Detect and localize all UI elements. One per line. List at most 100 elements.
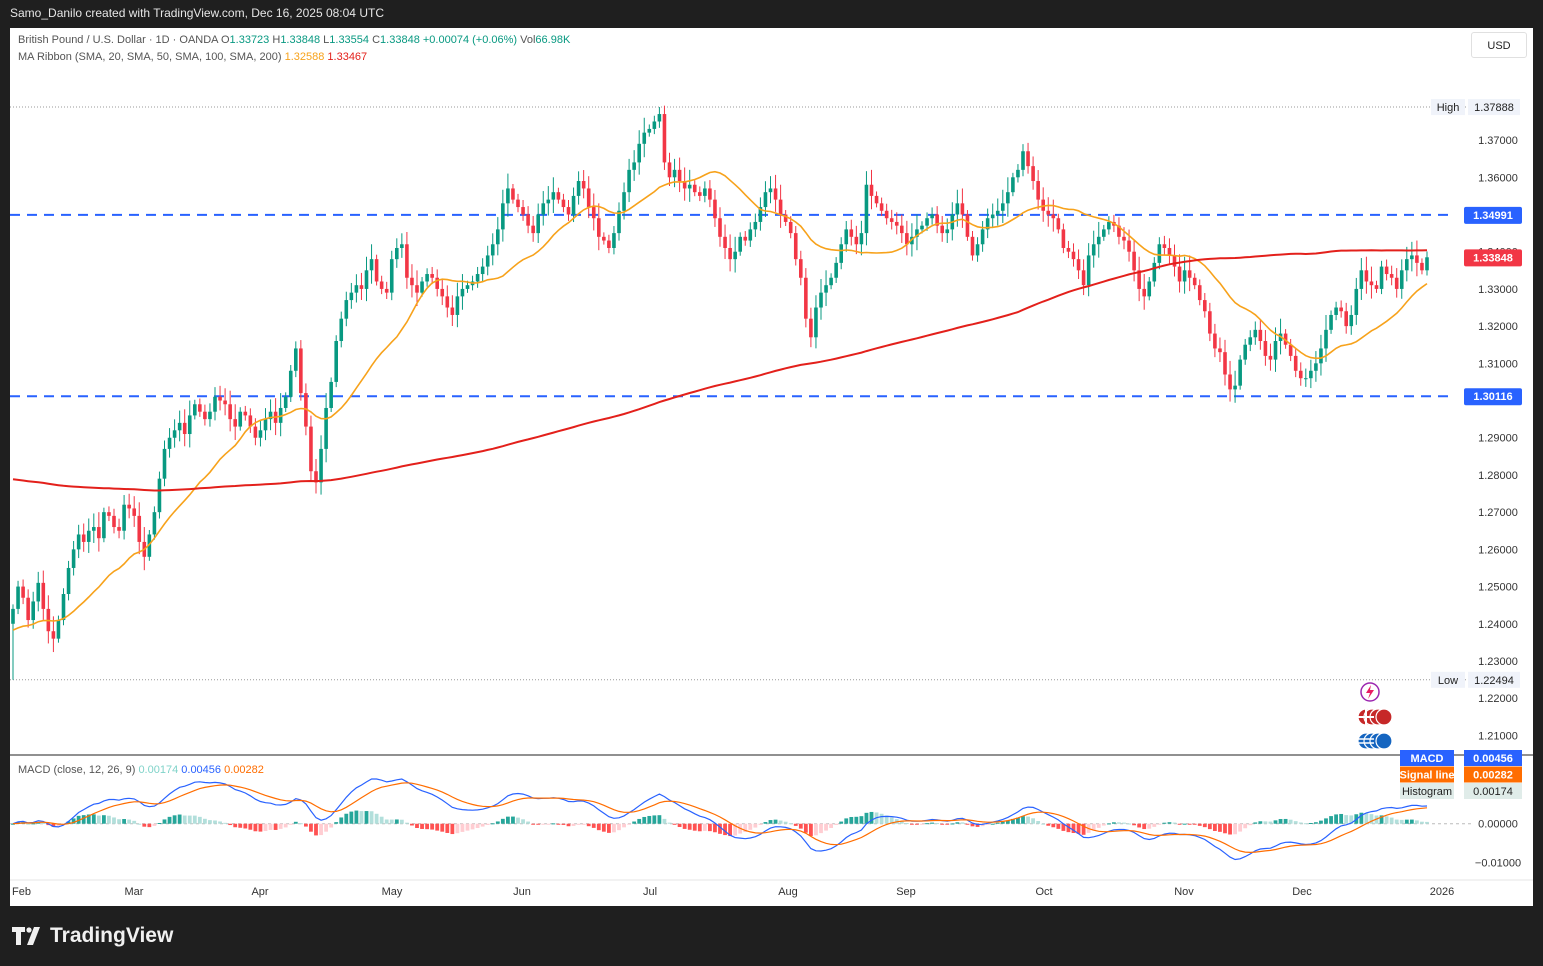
candle-body: [21, 586, 25, 598]
candle-body: [955, 203, 960, 215]
histogram-bar: [879, 813, 884, 824]
candle-body: [243, 411, 248, 416]
histogram-bar: [884, 815, 889, 824]
histogram-bar: [440, 823, 445, 832]
candle-body: [1309, 370, 1313, 379]
candle-body: [975, 244, 980, 256]
candle-body: [349, 292, 354, 301]
candle-body: [1076, 259, 1081, 271]
macd-name-bg: [1400, 783, 1454, 799]
histogram-bar: [849, 816, 854, 824]
candle-body: [117, 527, 121, 531]
candle-body: [874, 195, 879, 204]
histogram-bar: [248, 823, 253, 830]
histogram-bar: [672, 823, 677, 825]
sma-200-line: [12, 249, 1428, 492]
candle-body: [1293, 355, 1298, 371]
histogram-bar: [647, 815, 652, 824]
histogram-bar: [384, 819, 389, 824]
candle-body: [127, 504, 131, 509]
chart-frame[interactable]: 1.370001.360001.350001.340001.330001.320…: [10, 28, 1533, 906]
histogram-bar: [1268, 821, 1273, 824]
histogram-bar: [632, 821, 637, 824]
price-tick-label: 1.29000: [1478, 433, 1518, 445]
histogram-bar: [197, 816, 202, 824]
histogram-bar: [415, 823, 419, 828]
histogram-bar: [773, 819, 778, 824]
histogram-bar: [788, 823, 793, 825]
histogram-bar: [1137, 823, 1142, 828]
candle-body: [1167, 247, 1172, 256]
candle-body: [1410, 255, 1414, 260]
histogram-bar: [1172, 822, 1177, 824]
candle-body: [1298, 370, 1303, 379]
candle-body: [617, 210, 621, 234]
candle-body: [1415, 255, 1419, 263]
candle-body: [339, 318, 344, 342]
histogram-bar: [329, 823, 334, 828]
histogram-bar: [1364, 813, 1369, 824]
candle-body: [677, 169, 682, 182]
histogram-bar: [278, 823, 283, 829]
candle-body: [92, 527, 96, 531]
histogram-bar: [1223, 823, 1227, 834]
histogram-bar: [1036, 821, 1041, 824]
histogram-bar: [1404, 819, 1409, 824]
candle-body: [496, 229, 500, 245]
time-axis: Feb Mar Apr May Jun Jul Aug Sep Oct Nov Dec 2026: [12, 886, 1454, 898]
histogram-bar: [561, 823, 566, 825]
candle-body: [359, 285, 364, 289]
candle-body: [561, 199, 566, 208]
candle-body: [859, 233, 864, 245]
candle-body: [369, 259, 374, 271]
histogram-bar: [460, 823, 465, 832]
price-tick-label: 1.23000: [1478, 656, 1518, 668]
candle-body: [152, 512, 157, 535]
candle-body: [177, 422, 182, 431]
histogram-bar: [364, 811, 369, 824]
histogram-bar: [768, 820, 773, 824]
histogram-bar: [1425, 821, 1429, 824]
candle-body: [203, 411, 207, 420]
candle-body: [511, 188, 515, 200]
candle-body: [460, 288, 465, 297]
histogram-bar: [622, 823, 626, 828]
histogram-bar: [1096, 823, 1101, 828]
histogram-bar: [809, 823, 813, 836]
histogram-bar: [612, 823, 616, 833]
candle-body: [162, 448, 167, 479]
time-tick-label: 2026: [1430, 886, 1454, 898]
macd-line-value: 0.00456: [181, 764, 222, 776]
histogram-bar: [1384, 816, 1389, 824]
currency-button[interactable]: USD: [1471, 32, 1527, 58]
support-resistance-levels: [10, 213, 1455, 398]
candle-body: [193, 404, 197, 416]
histogram-bar: [445, 823, 450, 833]
candle-body: [1132, 251, 1136, 271]
histogram-bar: [743, 823, 748, 833]
candle-body: [788, 221, 793, 234]
chart-credit: Samo_Danilo created with TradingView.com…: [10, 6, 384, 20]
time-tick-label: Jul: [643, 886, 657, 898]
histogram-bar: [26, 823, 31, 825]
symbol-name: British Pound / U.S. Dollar · 1D · OANDA: [18, 34, 218, 46]
histogram-bar: [374, 813, 379, 824]
candle-body: [223, 400, 227, 405]
candle-body: [925, 218, 929, 226]
histogram-bar: [96, 815, 101, 824]
candle-body: [157, 478, 162, 513]
histogram-bar: [208, 820, 212, 824]
candle-body: [556, 192, 561, 200]
histogram-bar: [1263, 821, 1268, 824]
candle-body: [819, 292, 823, 308]
time-tick-label: Dec: [1292, 886, 1312, 898]
low-tag-bg: [1431, 671, 1465, 688]
macd-value-label: 0.00456: [1473, 753, 1513, 765]
time-tick-label: Aug: [778, 886, 798, 898]
lightning-icon: [1360, 682, 1380, 702]
histogram-bar: [945, 823, 950, 825]
histogram-bar: [1213, 823, 1217, 831]
candle-body: [1405, 259, 1409, 271]
histogram-bar: [1283, 818, 1288, 824]
candle-body: [597, 218, 601, 237]
